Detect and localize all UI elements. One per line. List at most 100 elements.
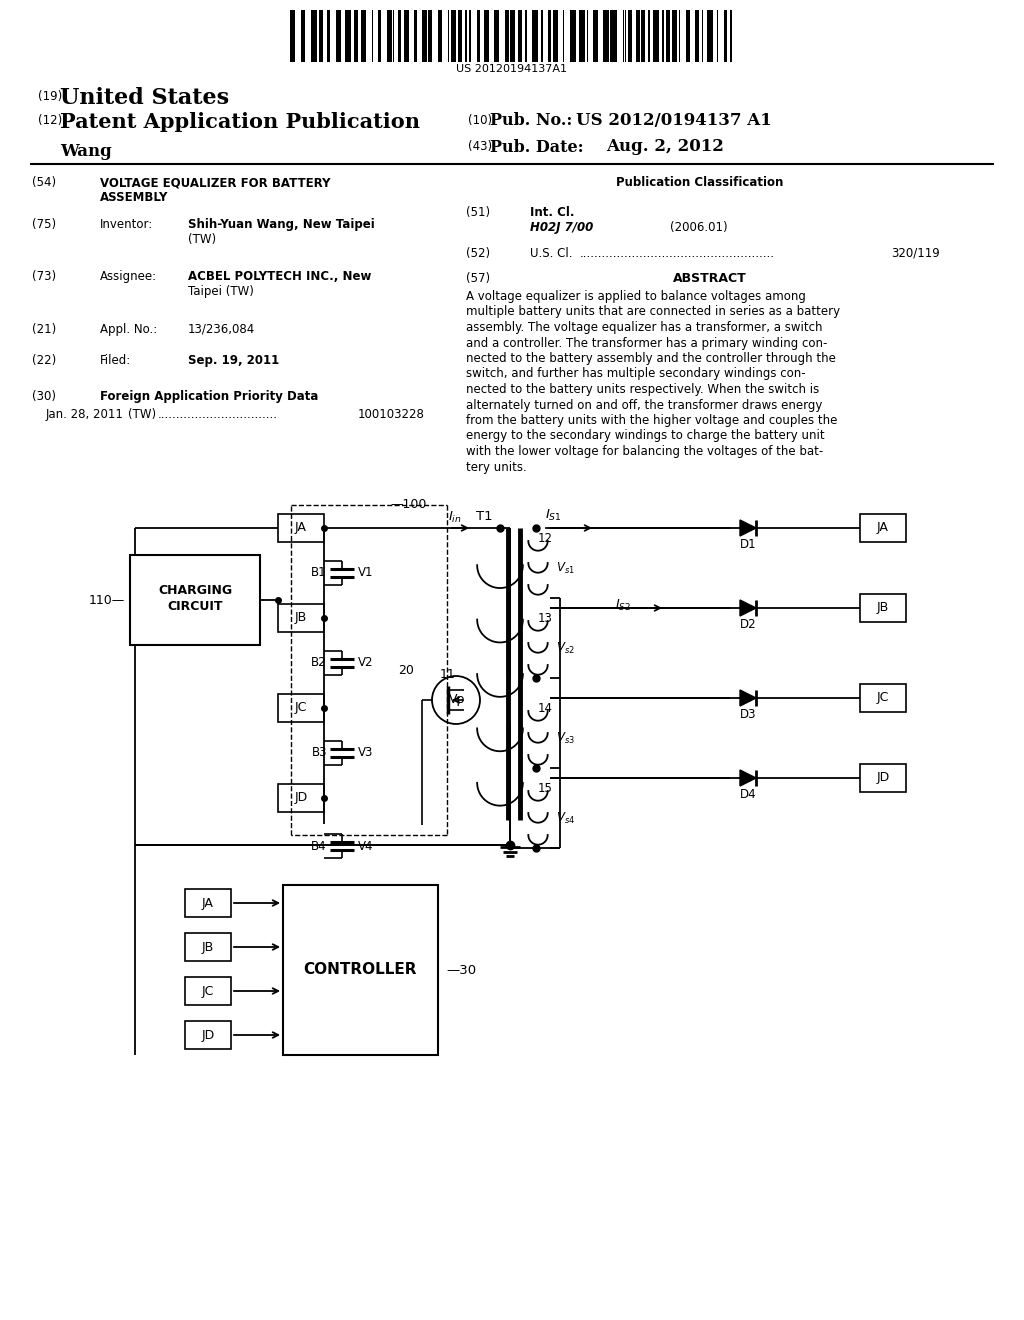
Text: (43): (43)	[468, 140, 493, 153]
Text: nected to the battery units respectively. When the switch is: nected to the battery units respectively…	[466, 383, 819, 396]
Bar	[860, 684, 906, 711]
Text: (12): (12)	[38, 114, 62, 127]
Text: (22): (22)	[32, 354, 56, 367]
Text: (19): (19)	[38, 90, 62, 103]
Text: 13: 13	[538, 612, 553, 624]
Text: JC: JC	[202, 985, 214, 998]
Text: energy to the secondary windings to charge the battery unit: energy to the secondary windings to char…	[466, 429, 824, 442]
Bar	[610, 11, 616, 62]
Text: V4: V4	[358, 840, 374, 853]
Text: 14: 14	[538, 702, 553, 715]
Text: CIRCUIT: CIRCUIT	[167, 601, 223, 614]
Text: 110—: 110—	[89, 594, 125, 606]
Bar	[278, 605, 324, 632]
Bar	[860, 594, 906, 622]
Text: $I_{S1}$: $I_{S1}$	[545, 508, 562, 523]
Text: (TW): (TW)	[128, 408, 156, 421]
Bar	[666, 11, 671, 62]
Text: 15: 15	[538, 781, 553, 795]
Text: V3: V3	[358, 747, 374, 759]
Bar	[278, 784, 324, 812]
Bar	[327, 11, 331, 62]
Bar	[625, 11, 627, 62]
Bar	[636, 11, 640, 62]
Text: Pub. No.:: Pub. No.:	[490, 112, 572, 129]
Bar	[353, 11, 358, 62]
Bar	[403, 11, 409, 62]
Text: B4: B4	[311, 840, 327, 853]
Polygon shape	[740, 601, 756, 616]
Text: A voltage equalizer is applied to balance voltages among: A voltage equalizer is applied to balanc…	[466, 290, 806, 304]
Bar	[587, 11, 589, 62]
Text: $V_{s1}$: $V_{s1}$	[556, 561, 574, 576]
Bar	[477, 11, 479, 62]
Text: assembly. The voltage equalizer has a transformer, a switch: assembly. The voltage equalizer has a tr…	[466, 321, 822, 334]
Text: V1: V1	[358, 566, 374, 579]
Text: Inventor:: Inventor:	[100, 218, 154, 231]
Text: (54): (54)	[32, 176, 56, 189]
Bar	[695, 11, 698, 62]
Text: V2: V2	[358, 656, 374, 669]
Text: (52): (52)	[466, 247, 490, 260]
Bar	[393, 11, 394, 62]
Bar	[510, 11, 515, 62]
Text: US 20120194137A1: US 20120194137A1	[457, 63, 567, 74]
Bar	[185, 1020, 231, 1049]
Text: Int. Cl.: Int. Cl.	[530, 206, 574, 219]
Bar	[283, 884, 438, 1055]
Bar	[465, 11, 467, 62]
Text: T1: T1	[476, 510, 493, 523]
Bar	[319, 11, 323, 62]
Text: $V_{s2}$: $V_{s2}$	[556, 640, 574, 656]
Bar	[372, 11, 373, 62]
Text: $I_{S2}$: $I_{S2}$	[615, 598, 631, 612]
Text: JD: JD	[877, 771, 890, 784]
Text: (TW): (TW)	[188, 234, 216, 246]
Text: CHARGING: CHARGING	[158, 583, 232, 597]
Text: JC: JC	[295, 701, 307, 714]
Text: Shih-Yuan Wang, New Taipei: Shih-Yuan Wang, New Taipei	[188, 218, 375, 231]
Text: 320/119: 320/119	[891, 247, 940, 260]
Text: (10): (10)	[468, 114, 493, 127]
Text: JD: JD	[294, 792, 307, 804]
Text: (57): (57)	[466, 272, 490, 285]
Text: Pub. Date:: Pub. Date:	[490, 139, 584, 156]
Text: ABSTRACT: ABSTRACT	[673, 272, 746, 285]
Text: Taipei (TW): Taipei (TW)	[188, 285, 254, 298]
Text: VOLTAGE EQUALIZER FOR BATTERY: VOLTAGE EQUALIZER FOR BATTERY	[100, 176, 331, 189]
Bar	[452, 11, 457, 62]
Text: ASSEMBLY: ASSEMBLY	[100, 191, 168, 205]
Bar	[648, 11, 649, 62]
Bar	[414, 11, 417, 62]
Text: Jan. 28, 2011: Jan. 28, 2011	[46, 408, 124, 421]
Text: nected to the battery assembly and the controller through the: nected to the battery assembly and the c…	[466, 352, 836, 366]
Text: 20: 20	[398, 664, 414, 676]
Bar	[505, 11, 509, 62]
Text: D2: D2	[739, 618, 757, 631]
Text: JD: JD	[202, 1028, 215, 1041]
Text: ....................................................: ........................................…	[580, 247, 775, 260]
Bar	[708, 11, 713, 62]
Bar	[428, 11, 432, 62]
Bar	[422, 11, 427, 62]
Bar	[337, 11, 341, 62]
Text: and a controller. The transformer has a primary winding con-: and a controller. The transformer has a …	[466, 337, 827, 350]
Text: Aug. 2, 2012: Aug. 2, 2012	[606, 139, 724, 154]
Bar	[525, 11, 527, 62]
Text: D4: D4	[739, 788, 757, 801]
Text: —30: —30	[446, 964, 476, 977]
Text: JA: JA	[878, 521, 889, 535]
Text: from the battery units with the higher voltage and couples the: from the battery units with the higher v…	[466, 414, 838, 426]
Bar	[702, 11, 703, 62]
Text: Wang: Wang	[60, 143, 112, 160]
Bar	[672, 11, 677, 62]
Bar	[484, 11, 489, 62]
Text: —100: —100	[390, 498, 426, 511]
Bar	[717, 11, 718, 62]
Text: H02J 7/00: H02J 7/00	[530, 220, 593, 234]
Bar	[860, 764, 906, 792]
Bar	[458, 11, 463, 62]
Bar	[593, 11, 598, 62]
Bar	[130, 554, 260, 645]
Polygon shape	[740, 690, 756, 706]
